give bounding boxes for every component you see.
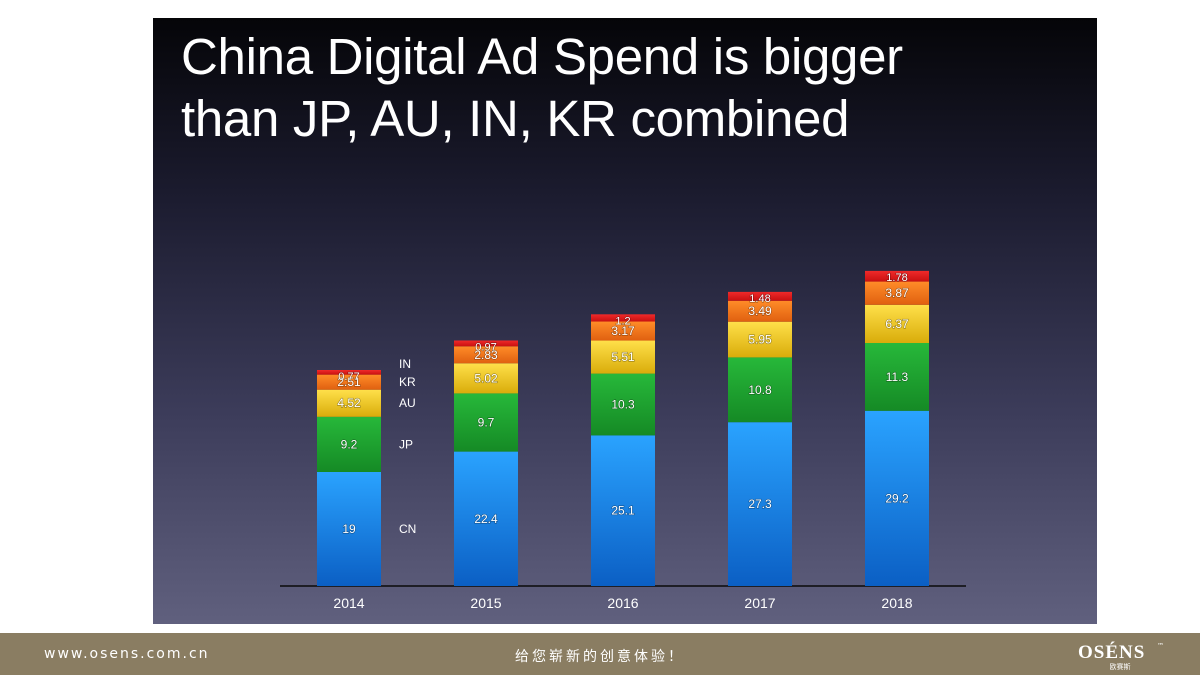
x-tick-label-2014: 2014	[333, 595, 364, 611]
bar-jp-2018	[865, 343, 929, 411]
osens-logo: OSÉNS ™ 欧赛斯	[1078, 641, 1164, 671]
logo-trademark: ™	[1157, 642, 1164, 650]
legend-label-in: IN	[399, 357, 411, 371]
stacked-bar-chart: 19 9.2 4.52 2.510.77 2014 22.4 9.7 5.02 2.830.97…	[280, 270, 966, 611]
data-label-kr-2018: 3.87	[885, 286, 909, 300]
data-label-in-2017: 1.48	[749, 293, 770, 305]
x-tick-label-2017: 2017	[744, 595, 775, 611]
data-label-au-2015: 5.02	[474, 371, 498, 385]
bar-cn-2018	[865, 410, 929, 586]
bar-in-2015	[454, 340, 518, 347]
slide-title: China Digital Ad Spend is bigger than JP…	[181, 26, 1081, 150]
slide: China Digital Ad Spend is bigger than JP…	[153, 18, 1097, 624]
bar-kr-2018	[865, 281, 929, 305]
bar-kr-2015	[454, 346, 518, 364]
legend-label-jp: JP	[399, 437, 413, 451]
x-tick-label-2018: 2018	[881, 595, 912, 611]
data-label-kr-2015: 2.83	[474, 348, 498, 362]
legend-label-au: AU	[399, 396, 416, 410]
data-label-au-2014: 4.52	[337, 396, 361, 410]
data-label-jp-2016: 10.3	[611, 398, 635, 412]
bar-kr-2014	[317, 374, 381, 390]
bar-cn-2015	[454, 451, 518, 586]
data-label-jp-2017: 10.8	[748, 383, 772, 397]
slide-title-line-1: China Digital Ad Spend is bigger	[181, 28, 903, 85]
data-label-au-2017: 5.95	[748, 333, 772, 347]
bar-kr-2016	[591, 321, 655, 341]
data-label-au-2016: 5.51	[611, 350, 635, 364]
slide-title-line-2: than JP, AU, IN, KR combined	[181, 90, 850, 147]
logo-subtext: 欧赛斯	[1110, 662, 1131, 671]
data-label-kr-2017: 3.49	[748, 304, 772, 318]
bar-in-2017	[728, 291, 792, 301]
data-label-au-2018: 6.37	[885, 317, 909, 331]
logo-wordmark: OSÉNS	[1078, 641, 1145, 663]
bar-jp-2015	[454, 393, 518, 452]
legend-label-kr: KR	[399, 375, 416, 389]
data-label-kr-2016: 3.17	[611, 324, 635, 338]
data-label-jp-2014: 9.2	[341, 437, 358, 451]
data-label-cn-2014: 19	[342, 522, 356, 536]
data-label-cn-2016: 25.1	[611, 504, 635, 518]
x-tick-label-2015: 2015	[470, 595, 501, 611]
bar-cn-2014	[317, 472, 381, 586]
footer-bar: www.osens.com.cn 给您崭新的创意体验！ OSÉNS ™ 欧赛斯	[0, 633, 1200, 675]
x-tick-label-2016: 2016	[607, 595, 638, 611]
bar-au-2015	[454, 363, 518, 394]
data-label-in-2018: 1.78	[886, 272, 907, 284]
data-label-kr-2014: 2.51	[337, 375, 361, 389]
bar-in-2016	[591, 314, 655, 322]
bar-in-2014	[317, 370, 381, 375]
data-label-in-2014: 0.77	[338, 371, 359, 383]
bar-kr-2017	[728, 300, 792, 322]
bar-cn-2017	[728, 422, 792, 586]
data-label-in-2015: 0.97	[475, 341, 496, 353]
bar-jp-2014	[317, 416, 381, 472]
bar-au-2017	[728, 321, 792, 358]
data-label-cn-2018: 29.2	[885, 491, 909, 505]
bar-au-2014	[317, 389, 381, 417]
bar-cn-2016	[591, 435, 655, 586]
footer-url[interactable]: www.osens.com.cn	[44, 646, 210, 662]
bar-in-2018	[865, 270, 929, 282]
legend-label-cn: CN	[399, 522, 416, 536]
data-label-jp-2015: 9.7	[478, 416, 495, 430]
footer-slogan: 给您崭新的创意体验！	[515, 649, 685, 665]
data-label-cn-2015: 22.4	[474, 512, 498, 526]
data-label-jp-2018: 11.3	[886, 370, 909, 384]
bar-au-2018	[865, 304, 929, 343]
bar-au-2016	[591, 340, 655, 374]
data-label-cn-2017: 27.3	[748, 497, 772, 511]
data-label-in-2016: 1.2	[615, 315, 630, 327]
bar-jp-2016	[591, 373, 655, 436]
bar-jp-2017	[728, 357, 792, 423]
